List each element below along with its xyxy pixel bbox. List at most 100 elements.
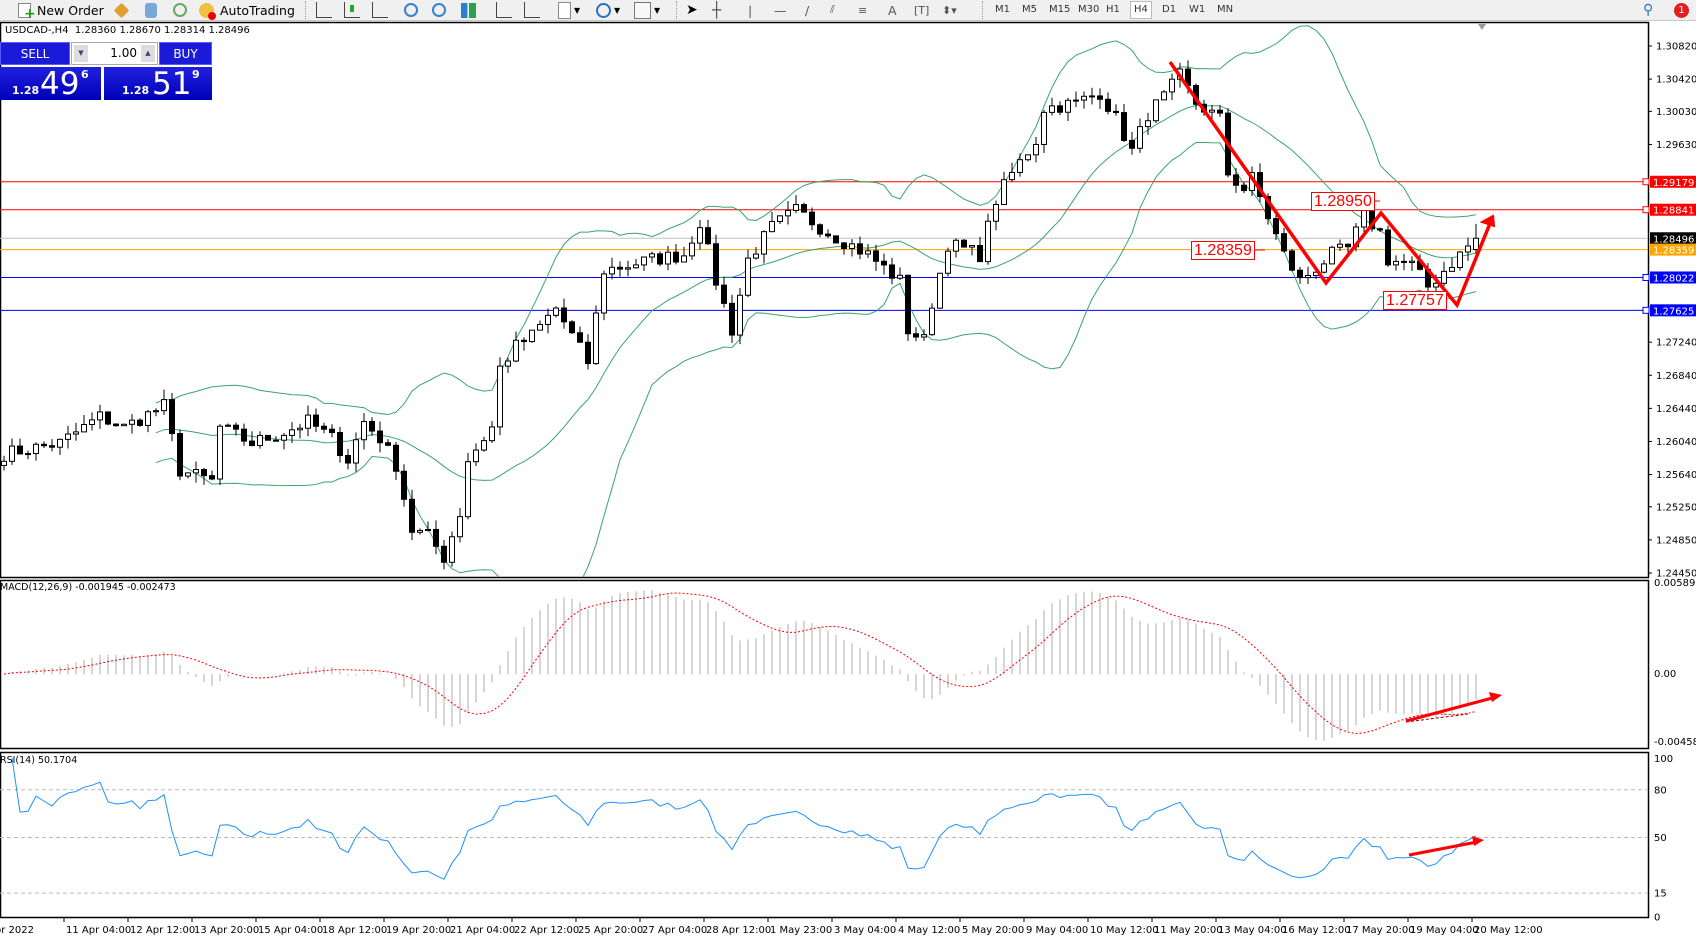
candle: [1385, 225, 1391, 267]
annotation-high[interactable]: 1.28950: [1311, 192, 1375, 211]
volume-decrease-button[interactable]: ▼: [74, 45, 88, 62]
candle-body: [825, 233, 831, 237]
templates-icon[interactable]: ▼: [634, 1, 660, 19]
auto-scroll-icon[interactable]: [496, 1, 512, 19]
candle-body: [1305, 274, 1311, 279]
candle: [377, 421, 383, 453]
candle-body: [473, 449, 479, 463]
line-chart-icon[interactable]: [372, 1, 388, 19]
candle: [281, 433, 287, 450]
volume-stepper[interactable]: ▼ 1.00 ▲: [71, 42, 158, 65]
candle: [393, 441, 399, 481]
volume-increase-button[interactable]: ▲: [141, 45, 155, 62]
candle-body: [361, 420, 367, 441]
candle-body: [777, 215, 783, 222]
level-price-tag: [1650, 203, 1696, 216]
candle: [1289, 248, 1295, 272]
zoom-in-icon[interactable]: [404, 1, 418, 19]
signals-icon[interactable]: [173, 1, 187, 19]
navigator-icon[interactable]: [145, 1, 157, 19]
equidistant-channel-icon[interactable]: ⫽: [830, 3, 835, 16]
vertical-line-icon[interactable]: |: [748, 2, 753, 18]
rsi-arrow-line: [1408, 840, 1478, 857]
new-order-button[interactable]: + New Order: [18, 1, 104, 21]
sell-price-fraction: 6: [81, 68, 89, 81]
timeframe-w1[interactable]: W1: [1189, 4, 1206, 15]
candle-body: [25, 453, 31, 456]
candle-body: [1137, 126, 1143, 149]
cursor-icon[interactable]: ➤: [686, 2, 698, 18]
market-watch-icon[interactable]: [113, 1, 130, 19]
price-tick-label: 1.26840: [1656, 371, 1696, 382]
timeframe-m30[interactable]: M30: [1078, 4, 1100, 15]
candle-body: [273, 439, 279, 442]
zoom-out-icon[interactable]: [432, 1, 446, 19]
buy-button[interactable]: BUY: [159, 42, 212, 65]
text-icon[interactable]: A: [888, 2, 897, 18]
candle-body: [521, 339, 527, 343]
periods-clock-icon[interactable]: ▼: [596, 1, 620, 19]
candle: [1169, 73, 1175, 100]
candle: [905, 274, 911, 341]
price-tick-label: 1.30030: [1656, 107, 1696, 118]
candle: [1329, 245, 1335, 265]
sell-button[interactable]: SELL: [0, 42, 70, 65]
timeframe-m15[interactable]: M15: [1049, 4, 1071, 15]
candlestick-chart-icon[interactable]: [344, 1, 360, 19]
notifications-button[interactable]: 1: [1674, 1, 1689, 19]
horizontal-line-icon[interactable]: —: [774, 2, 787, 18]
candle: [1073, 91, 1079, 108]
sell-price-box[interactable]: 1.28 49 6: [0, 66, 101, 102]
candle: [1057, 101, 1063, 116]
time-label: 28 Apr 12:00: [706, 925, 771, 936]
timeframe-h1[interactable]: H1: [1106, 4, 1120, 15]
candle-body: [1377, 228, 1383, 231]
level-handle: [1642, 273, 1650, 281]
candle: [321, 422, 327, 434]
annotation-low[interactable]: 1.27757: [1383, 291, 1447, 310]
candle: [569, 320, 575, 334]
autotrading-button[interactable]: AutoTrading: [199, 1, 295, 20]
timeframe-h4[interactable]: H4: [1130, 1, 1152, 19]
candle: [193, 461, 199, 483]
crosshair-icon[interactable]: ┼: [712, 1, 722, 19]
time-label: Apr 2022: [0, 925, 34, 936]
candle-body: [1233, 174, 1239, 186]
candle: [849, 239, 855, 257]
candle-body: [1025, 154, 1031, 161]
candle: [289, 422, 295, 443]
candle: [1033, 136, 1039, 163]
search-icon[interactable]: ⚲: [1643, 2, 1654, 18]
arrows-icon[interactable]: ⬍▾: [942, 3, 957, 17]
candle-body: [865, 250, 871, 255]
candle-body: [145, 411, 151, 426]
candle-body: [321, 425, 327, 430]
chart-shift-marker: [1478, 24, 1486, 30]
candle-body: [169, 399, 175, 435]
trendline-icon[interactable]: /: [805, 2, 810, 18]
chart-shift-icon[interactable]: [524, 1, 540, 19]
bar-chart-icon[interactable]: [316, 1, 332, 19]
timeframe-mn[interactable]: MN: [1217, 4, 1234, 15]
indicators-icon[interactable]: ▼: [558, 1, 580, 19]
text-label-icon[interactable]: [T]: [914, 3, 930, 17]
tile-windows-icon[interactable]: [461, 1, 476, 19]
fibonacci-icon[interactable]: ≡: [858, 3, 868, 17]
buy-price-box[interactable]: 1.28 51 9: [104, 66, 212, 102]
candle: [121, 423, 127, 427]
candle-body: [913, 333, 919, 338]
candle: [729, 294, 735, 343]
timeframe-m5[interactable]: M5: [1022, 4, 1037, 15]
candle: [177, 429, 183, 481]
candle-body: [193, 468, 199, 474]
volume-input[interactable]: 1.00: [110, 46, 137, 60]
candle-body: [905, 274, 911, 335]
candle-body: [1449, 266, 1455, 272]
candle-body: [1401, 260, 1407, 263]
annotation-mid[interactable]: 1.28359: [1191, 241, 1255, 260]
candle-body: [1121, 112, 1127, 141]
timeframe-d1[interactable]: D1: [1162, 4, 1177, 15]
timeframe-m1[interactable]: M1: [995, 4, 1010, 15]
candle-body: [1049, 105, 1055, 113]
